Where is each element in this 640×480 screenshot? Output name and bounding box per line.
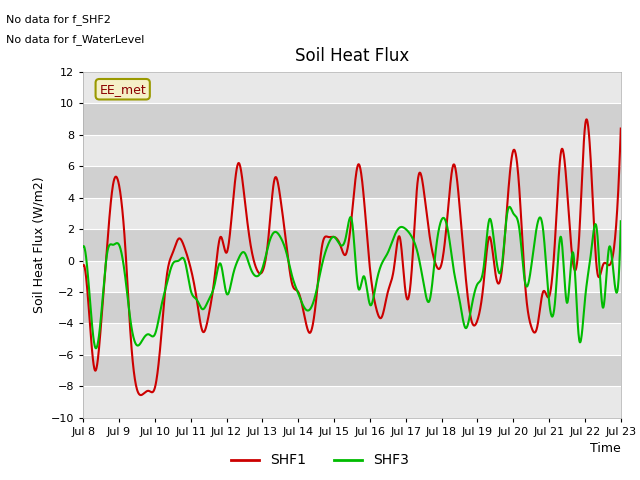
- SHF3: [319, 259, 326, 264]
- SHF1: [617, 126, 625, 132]
- Legend: SHF1, SHF3: SHF1, SHF3: [226, 448, 414, 473]
- SHF1: [328, 234, 336, 240]
- SHF3: [92, 346, 100, 351]
- Bar: [83, 261, 621, 292]
- SHF3: [143, 332, 151, 337]
- Text: No data for f_SHF2: No data for f_SHF2: [6, 14, 111, 25]
- SHF1: [121, 237, 129, 243]
- Bar: [83, 229, 621, 261]
- Bar: [83, 292, 621, 324]
- SHF1: [386, 284, 394, 289]
- SHF1: [582, 117, 590, 122]
- Y-axis label: Soil Heat Flux (W/m2): Soil Heat Flux (W/m2): [32, 177, 45, 313]
- Bar: [83, 72, 621, 103]
- Bar: [83, 166, 621, 198]
- Bar: [83, 103, 621, 135]
- SHF3: [506, 204, 513, 210]
- Bar: [83, 355, 621, 386]
- SHF3: [79, 243, 87, 249]
- Text: No data for f_WaterLevel: No data for f_WaterLevel: [6, 34, 145, 45]
- SHF1: [319, 240, 326, 245]
- X-axis label: Time: Time: [590, 442, 621, 455]
- Bar: [83, 324, 621, 355]
- Bar: [83, 386, 621, 418]
- Line: SHF3: SHF3: [83, 207, 621, 348]
- Bar: [83, 135, 621, 166]
- SHF3: [617, 218, 625, 224]
- SHF1: [79, 263, 87, 268]
- Line: SHF1: SHF1: [83, 120, 621, 395]
- SHF3: [308, 304, 316, 310]
- SHF3: [386, 246, 394, 252]
- SHF1: [137, 392, 145, 398]
- SHF3: [328, 234, 336, 240]
- Title: Soil Heat Flux: Soil Heat Flux: [295, 47, 409, 65]
- SHF1: [308, 327, 316, 333]
- SHF3: [122, 274, 129, 279]
- SHF1: [143, 388, 151, 394]
- Bar: [83, 198, 621, 229]
- Text: EE_met: EE_met: [99, 83, 146, 96]
